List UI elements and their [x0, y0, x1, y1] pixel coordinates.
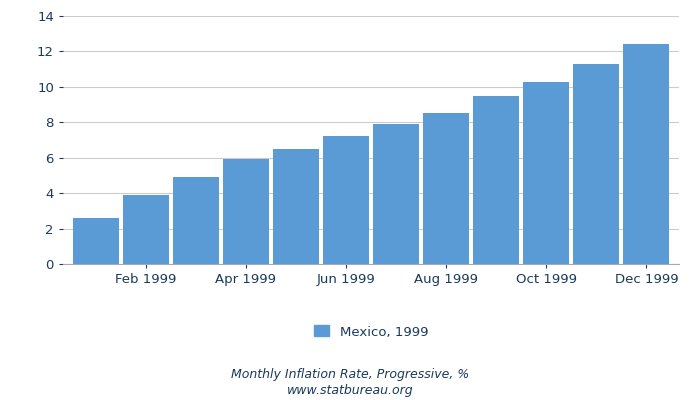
Text: Monthly Inflation Rate, Progressive, %: Monthly Inflation Rate, Progressive, % — [231, 368, 469, 381]
Bar — [323, 136, 369, 264]
Bar — [173, 177, 219, 264]
Bar — [423, 114, 469, 264]
Bar — [523, 82, 569, 264]
Bar — [573, 64, 620, 264]
Legend: Mexico, 1999: Mexico, 1999 — [308, 320, 434, 344]
Bar — [223, 160, 269, 264]
Bar — [473, 96, 519, 264]
Bar — [373, 124, 419, 264]
Bar — [122, 195, 169, 264]
Bar — [73, 218, 118, 264]
Bar — [273, 149, 319, 264]
Bar — [624, 44, 669, 264]
Text: www.statbureau.org: www.statbureau.org — [287, 384, 413, 397]
